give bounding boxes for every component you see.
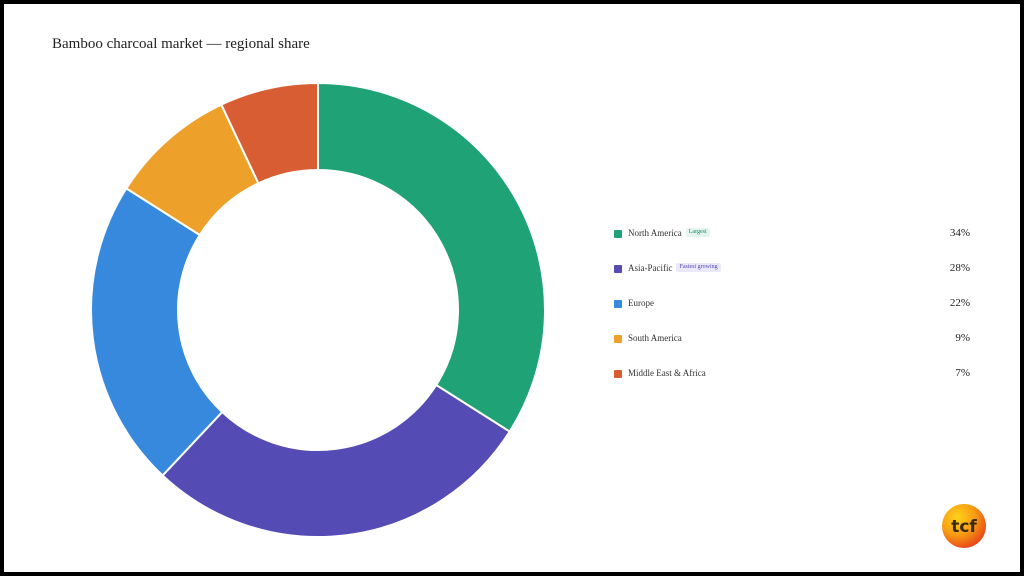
fastest-growing-badge: Fastest growing [676,263,721,272]
legend-swatch [614,300,622,308]
legend-swatch [614,230,622,238]
legend-item-middle-east-africa[interactable]: Middle East & Africa 7% [614,366,970,401]
legend-label: South America [628,333,682,343]
chart-title: Bamboo charcoal market — regional share [52,36,310,52]
legend-value: 9% [955,332,970,344]
legend-swatch [614,335,622,343]
tcf-logo-icon: tcf [942,504,986,548]
donut-slice-north-america[interactable] [317,81,546,434]
legend-item-europe[interactable]: Europe 22% [614,296,970,331]
logo-text: tcf [951,517,977,537]
donut-slice-europe[interactable] [90,186,224,477]
donut-slice-asia-pacific[interactable] [161,383,512,538]
legend-value: 34% [949,227,970,239]
legend-value: 28% [949,262,970,274]
legend-label: Europe [628,298,654,308]
legend-item-north-america[interactable]: North America Largest 34% [614,226,970,261]
legend-value: 22% [949,297,970,309]
legend-label: Asia-Pacific [628,263,673,273]
legend-item-asia-pacific[interactable]: Asia-Pacific Fastest growing 28% [614,261,970,296]
chart-legend: North America Largest 34% Asia-Pacific F… [614,226,970,401]
legend-swatch [614,370,622,378]
largest-badge: Largest [685,228,710,237]
donut-slice-middle-east-africa[interactable] [220,81,319,185]
legend-swatch [614,265,622,273]
legend-label: Middle East & Africa [628,368,706,378]
legend-item-south-america[interactable]: South America 9% [614,331,970,366]
legend-label: North America [628,228,682,238]
logo-circle [942,504,986,548]
legend-value: 7% [955,367,970,379]
